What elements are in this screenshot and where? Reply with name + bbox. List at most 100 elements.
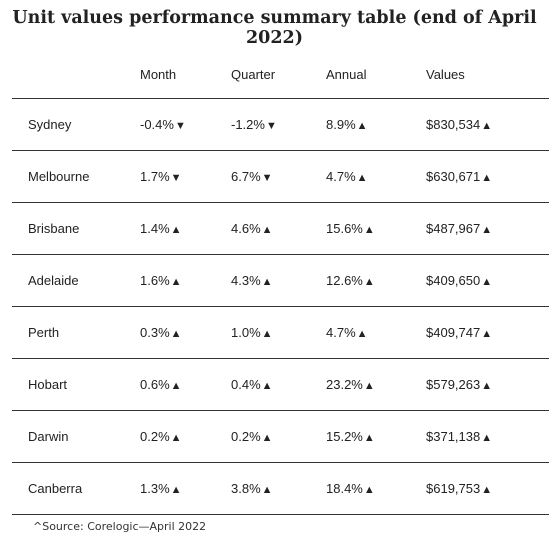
city-cell: Canberra: [12, 462, 140, 515]
up-arrow-icon: ▲: [481, 224, 493, 236]
month-value: 1.3%: [140, 481, 170, 496]
table-row: Hobart 0.6%▲ 0.4%▲ 23.2%▲ $579,263▲: [12, 358, 549, 411]
value-cell: $579,263▲: [426, 358, 549, 411]
annual-value: 4.7%: [326, 169, 356, 184]
up-arrow-icon: ▲: [356, 328, 368, 340]
quarter-value: 3.8%: [231, 481, 261, 496]
value-cell: $487,967▲: [426, 202, 549, 255]
value-cell: $830,534▲: [426, 98, 549, 151]
annual-cell: 15.6%▲: [326, 202, 426, 255]
up-arrow-icon: ▲: [481, 172, 493, 184]
value-value: $409,747: [426, 325, 481, 340]
header-values: Values: [426, 50, 549, 99]
month-value: 1.7%: [140, 169, 170, 184]
quarter-cell: 3.8%▲: [231, 462, 326, 515]
up-arrow-icon: ▲: [356, 172, 368, 184]
quarter-value: 4.3%: [231, 273, 261, 288]
down-arrow-icon: ▼: [170, 172, 182, 184]
header-city: [12, 50, 140, 99]
up-arrow-icon: ▲: [261, 432, 273, 444]
month-value: 1.4%: [140, 221, 170, 236]
annual-cell: 8.9%▲: [326, 98, 426, 151]
month-cell: 0.3%▲: [140, 306, 231, 359]
up-arrow-icon: ▲: [170, 276, 182, 288]
annual-value: 4.7%: [326, 325, 356, 340]
up-arrow-icon: ▲: [481, 380, 493, 392]
annual-cell: 18.4%▲: [326, 462, 426, 515]
value-value: $579,263: [426, 377, 481, 392]
value-value: $487,967: [426, 221, 481, 236]
quarter-cell: 4.3%▲: [231, 254, 326, 307]
annual-cell: 23.2%▲: [326, 358, 426, 411]
header-month: Month: [140, 50, 231, 99]
up-arrow-icon: ▲: [481, 120, 493, 132]
value-cell: $371,138▲: [426, 410, 549, 463]
month-cell: -0.4%▼: [140, 98, 231, 151]
city-cell: Sydney: [12, 98, 140, 151]
up-arrow-icon: ▲: [363, 276, 375, 288]
annual-value: 23.2%: [326, 377, 363, 392]
quarter-value: -1.2%: [231, 117, 265, 132]
value-value: $371,138: [426, 429, 481, 444]
up-arrow-icon: ▲: [170, 380, 182, 392]
up-arrow-icon: ▲: [356, 120, 368, 132]
down-arrow-icon: ▼: [261, 172, 273, 184]
month-cell: 1.3%▲: [140, 462, 231, 515]
down-arrow-icon: ▼: [265, 120, 277, 132]
value-cell: $630,671▲: [426, 150, 549, 203]
value-cell: $409,650▲: [426, 254, 549, 307]
value-value: $830,534: [426, 117, 481, 132]
quarter-value: 6.7%: [231, 169, 261, 184]
up-arrow-icon: ▲: [170, 484, 182, 496]
up-arrow-icon: ▲: [363, 484, 375, 496]
annual-value: 12.6%: [326, 273, 363, 288]
month-value: 0.3%: [140, 325, 170, 340]
up-arrow-icon: ▲: [481, 276, 493, 288]
value-value: $630,671: [426, 169, 481, 184]
value-value: $619,753: [426, 481, 481, 496]
up-arrow-icon: ▲: [481, 484, 493, 496]
table-row: Sydney -0.4%▼ -1.2%▼ 8.9%▲ $830,534▲: [12, 98, 549, 151]
quarter-cell: 4.6%▲: [231, 202, 326, 255]
value-cell: $619,753▲: [426, 462, 549, 515]
up-arrow-icon: ▲: [481, 432, 493, 444]
month-value: 0.6%: [140, 377, 170, 392]
up-arrow-icon: ▲: [261, 276, 273, 288]
header-quarter: Quarter: [231, 50, 326, 99]
performance-table: Month Quarter Annual Values Sydney -0.4%▼…: [12, 50, 549, 515]
up-arrow-icon: ▲: [261, 328, 273, 340]
table-row: Darwin 0.2%▲ 0.2%▲ 15.2%▲ $371,138▲: [12, 410, 549, 463]
quarter-cell: 1.0%▲: [231, 306, 326, 359]
up-arrow-icon: ▲: [261, 224, 273, 236]
month-cell: 1.4%▲: [140, 202, 231, 255]
table-title: Unit values performance summary table (e…: [12, 8, 537, 48]
source-note: ^Source: Corelogic—April 2022: [33, 520, 207, 533]
city-cell: Brisbane: [12, 202, 140, 255]
table-row: Perth 0.3%▲ 1.0%▲ 4.7%▲ $409,747▲: [12, 306, 549, 359]
city-cell: Adelaide: [12, 254, 140, 307]
quarter-cell: 6.7%▼: [231, 150, 326, 203]
up-arrow-icon: ▲: [363, 224, 375, 236]
header-annual: Annual: [326, 50, 426, 99]
city-cell: Hobart: [12, 358, 140, 411]
down-arrow-icon: ▼: [174, 120, 186, 132]
table-row: Canberra 1.3%▲ 3.8%▲ 18.4%▲ $619,753▲: [12, 462, 549, 515]
up-arrow-icon: ▲: [261, 484, 273, 496]
quarter-value: 0.4%: [231, 377, 261, 392]
up-arrow-icon: ▲: [363, 432, 375, 444]
month-cell: 1.7%▼: [140, 150, 231, 203]
value-cell: $409,747▲: [426, 306, 549, 359]
city-cell: Darwin: [12, 410, 140, 463]
annual-cell: 12.6%▲: [326, 254, 426, 307]
quarter-cell: -1.2%▼: [231, 98, 326, 151]
annual-cell: 4.7%▲: [326, 150, 426, 203]
up-arrow-icon: ▲: [170, 432, 182, 444]
month-value: 1.6%: [140, 273, 170, 288]
annual-cell: 4.7%▲: [326, 306, 426, 359]
quarter-value: 1.0%: [231, 325, 261, 340]
value-value: $409,650: [426, 273, 481, 288]
up-arrow-icon: ▲: [481, 328, 493, 340]
header-row: Month Quarter Annual Values: [12, 50, 549, 99]
annual-cell: 15.2%▲: [326, 410, 426, 463]
table-row: Melbourne 1.7%▼ 6.7%▼ 4.7%▲ $630,671▲: [12, 150, 549, 203]
